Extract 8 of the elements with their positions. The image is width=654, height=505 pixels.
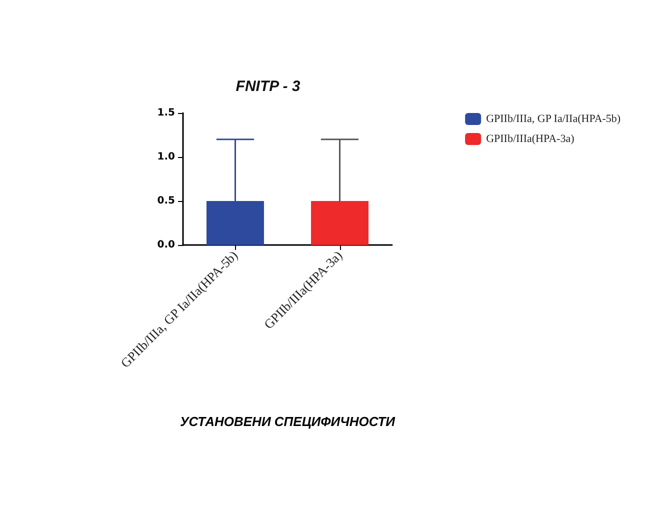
- x-axis-title: УСТАНОВЕНИ СПЕЦИФИЧНОСТИ: [180, 414, 396, 429]
- y-tick-label: 0.0: [157, 240, 176, 250]
- y-tick-label: 0.5: [157, 196, 176, 206]
- legend-label: GPIIb/IIIa(HPA-3a): [486, 133, 575, 145]
- chart-title: FNITP - 3: [236, 78, 301, 95]
- y-tick-label: 1.5: [157, 108, 176, 118]
- y-tick-label: 1.0: [157, 152, 176, 162]
- legend-label: GPIIb/IIIa, GP Ia/IIa(HPA-5b): [486, 113, 621, 125]
